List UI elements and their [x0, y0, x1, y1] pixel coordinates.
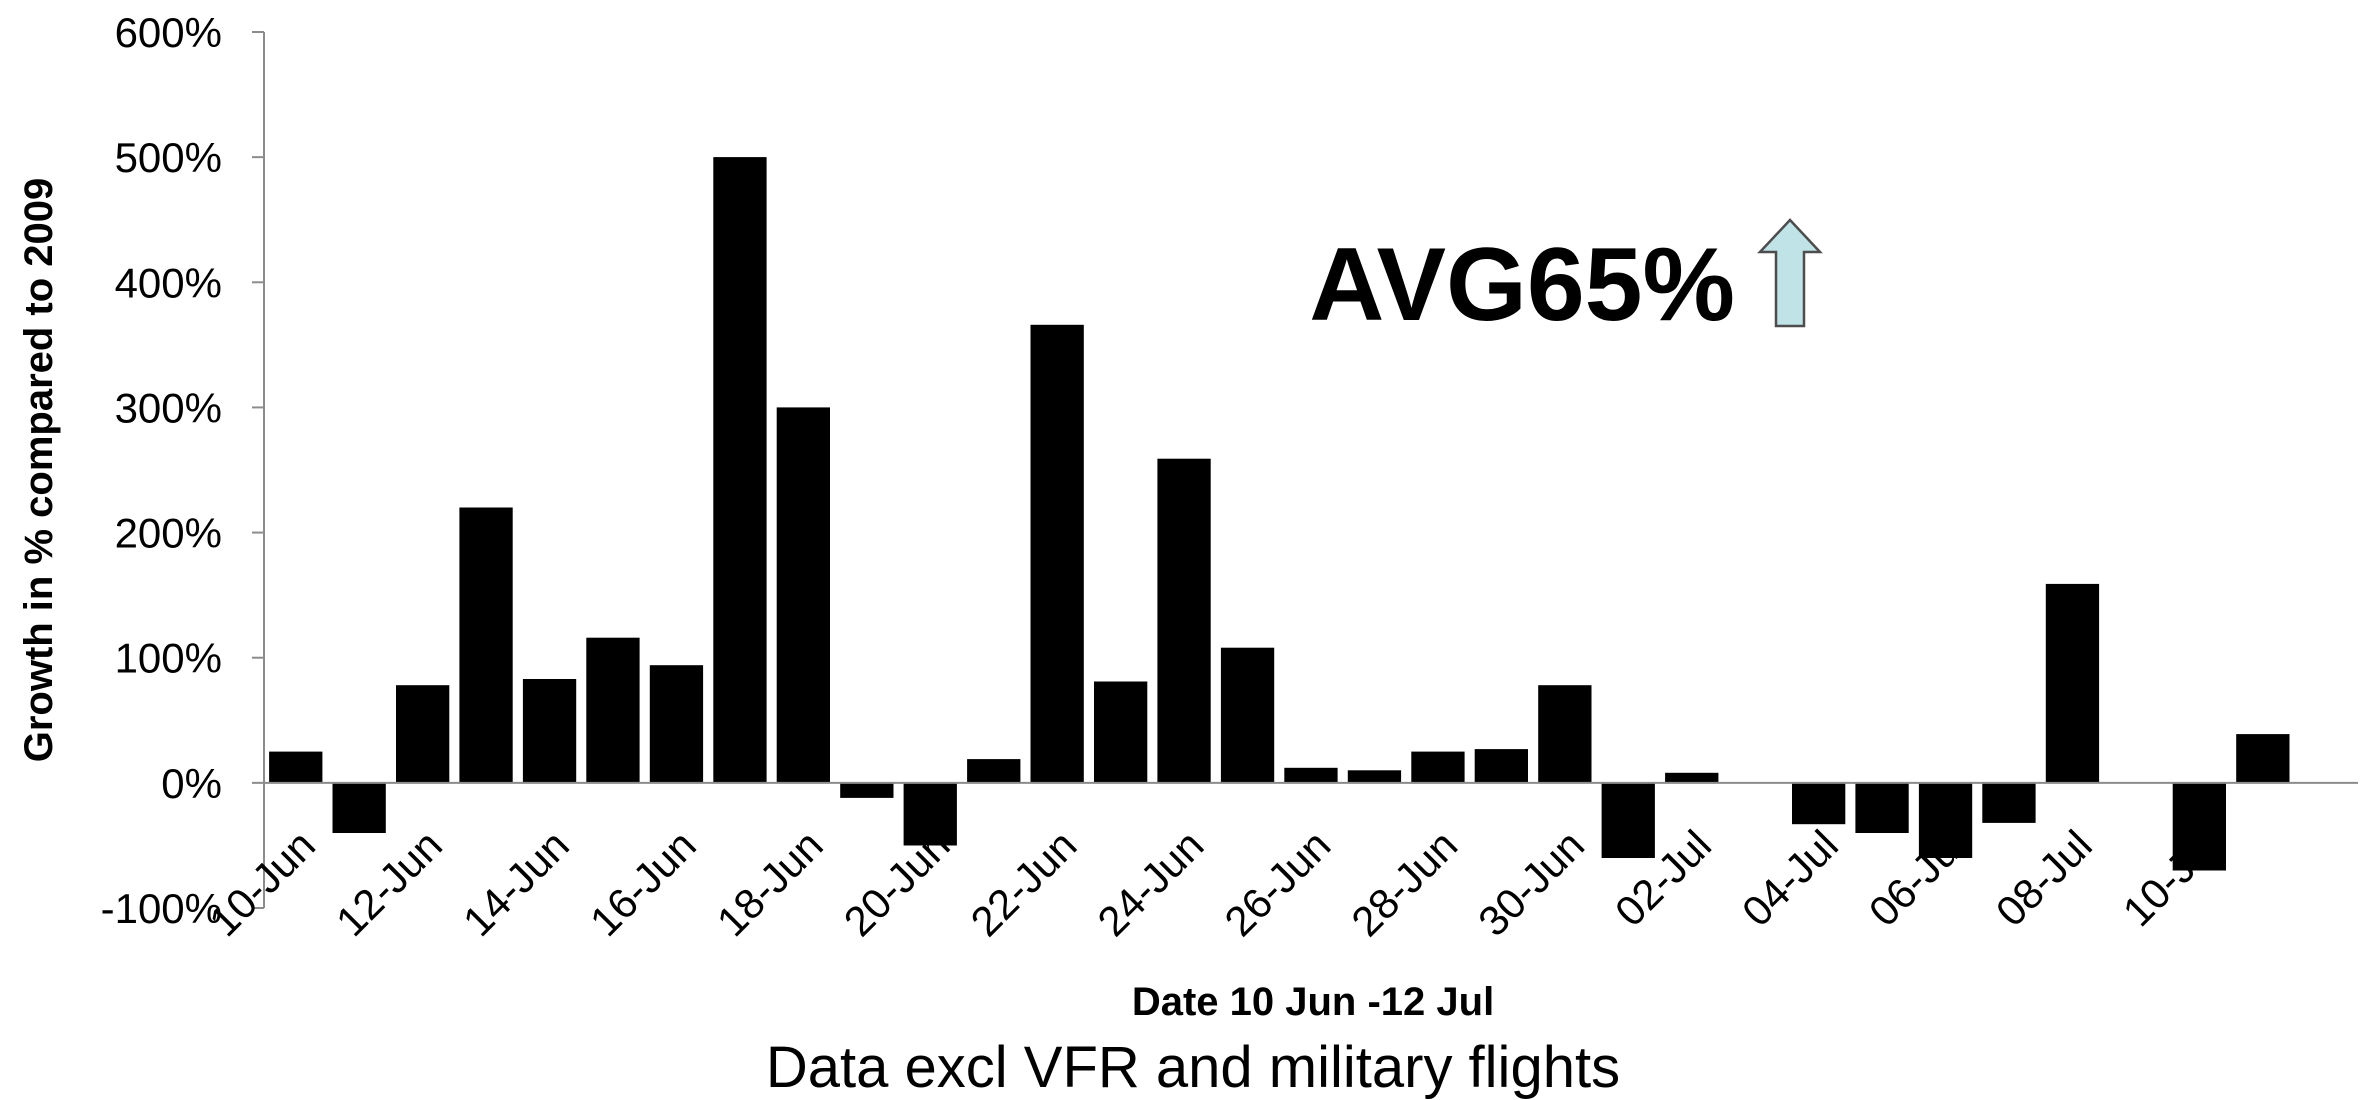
bar-05-Jul: [1855, 782, 1909, 833]
bar-12-Jun: [396, 685, 450, 783]
bar-22-Jun: [1030, 324, 1084, 783]
x-tick-labels: 10-Jun 12-Jun 14-Jun 16-Jun 18-Jun 20-Jun 22-J…: [200, 821, 2228, 945]
y-tick-labels: 600% 500% 400% 300% 200% 100% 0% -100%: [101, 9, 222, 932]
bar-07-Jul: [1982, 782, 2036, 823]
bar-26-Jun: [1284, 767, 1338, 783]
axes-layer: [252, 31, 2358, 909]
bar-25-Jun: [1220, 647, 1275, 783]
x-tick-label: 10-Jun: [200, 821, 324, 945]
x-tick-label: 08-Jul: [1987, 821, 2101, 935]
bar-11-Jun: [332, 782, 386, 833]
bar-02-Jul: [1665, 772, 1719, 783]
bar-01-Jul: [1601, 782, 1655, 858]
y-tick-label: 300%: [115, 384, 222, 431]
bar-30-Jun: [1538, 685, 1592, 783]
bar-14-Jun: [522, 679, 577, 783]
bar-04-Jul: [1792, 782, 1846, 825]
bar-27-Jun: [1347, 770, 1402, 783]
x-tick-label: 16-Jun: [581, 821, 705, 945]
bar-11-Jul: [2236, 734, 2290, 783]
bar-10-Jun: [269, 751, 323, 783]
bar-28-Jun: [1411, 751, 1465, 783]
x-tick-label: 04-Jul: [1733, 821, 1847, 935]
bar-29-Jun: [1474, 749, 1528, 783]
x-tick-label: 22-Jun: [962, 821, 1086, 945]
up-arrow-icon: [1757, 218, 1823, 328]
y-tick-label: 0%: [161, 760, 222, 807]
bar-18-Jun: [776, 407, 830, 783]
bar-19-Jun: [840, 782, 894, 798]
bar-16-Jun: [649, 665, 704, 783]
x-tick-label: 26-Jun: [1215, 821, 1339, 945]
x-tick-label: 10-Jul: [2114, 821, 2228, 935]
y-tick-label: 400%: [115, 259, 222, 306]
bar-23-Jun: [1094, 681, 1148, 783]
y-tick-label: 100%: [115, 635, 222, 682]
y-tick-label: 600%: [115, 9, 222, 56]
y-tick-label: 200%: [115, 510, 222, 557]
y-tick-label: 500%: [115, 134, 222, 181]
x-tick-label: 14-Jun: [454, 821, 578, 945]
bar-21-Jun: [967, 759, 1021, 783]
y-tick-label: -100%: [101, 885, 222, 932]
bar-10-Jul: [2172, 782, 2226, 871]
bar-13-Jun: [459, 507, 513, 783]
x-tick-label: 24-Jun: [1088, 821, 1212, 945]
x-tick-label: 20-Jun: [835, 821, 959, 945]
x-tick-label: 12-Jun: [327, 821, 451, 945]
bar-08-Jul: [2045, 583, 2100, 783]
bar-06-Jul: [1918, 782, 1973, 858]
bar-17-Jun: [713, 157, 767, 783]
x-axis-title: Date 10 Jun -12 Jul: [1132, 980, 1494, 1024]
x-tick-label: 06-Jul: [1860, 821, 1974, 935]
bars-layer: [269, 157, 2290, 871]
bar-20-Jun: [903, 782, 957, 846]
bar-24-Jun: [1157, 458, 1211, 783]
y-axis-title: Growth in % compared to 2009: [17, 178, 61, 763]
x-tick-label: 30-Jun: [1469, 821, 1593, 945]
x-tick-label: 28-Jun: [1342, 821, 1466, 945]
bar-15-Jun: [586, 637, 640, 783]
average-annotation: AVG65%: [1309, 227, 1735, 343]
footnote-text: Data excl VFR and military flights: [766, 1035, 1620, 1100]
x-tick-label: 18-Jun: [708, 821, 832, 945]
